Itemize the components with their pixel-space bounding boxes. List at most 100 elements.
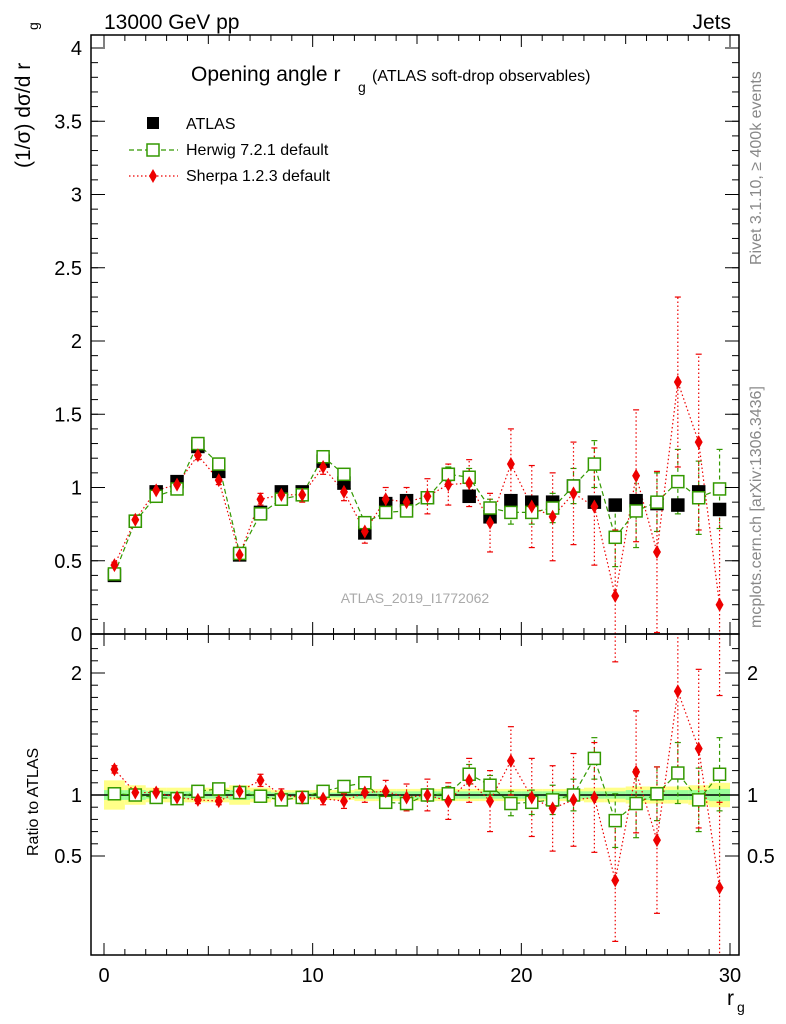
- sherpa-point: [715, 597, 724, 612]
- sherpa-point: [444, 477, 453, 492]
- herwig-point: [504, 505, 518, 520]
- legend-herwig-label: Herwig 7.2.1 default: [186, 142, 329, 159]
- herwig-point: [691, 491, 706, 505]
- sherpa-point: [444, 794, 453, 809]
- sherpa-point: [173, 477, 182, 492]
- y-tick-label: 3: [71, 185, 82, 207]
- legend-sherpa-label: Sherpa 1.2.3 default: [186, 168, 331, 185]
- sherpa-point: [256, 492, 265, 507]
- herwig-point: [378, 505, 393, 520]
- legend: ATLAS Herwig 7.2.1 default Sherpa 1.2.3 …: [129, 116, 331, 185]
- header-left: 13000 GeV pp: [104, 11, 239, 34]
- herwig-point: [337, 779, 351, 794]
- main-panel: 0 0.5 1 1.5 2 2.5 3 3.5 4 Opening angle r g (ATL…: [54, 34, 740, 697]
- sherpa-point: [694, 741, 703, 756]
- plot-title-suffix: (ATLAS soft-drop observables): [372, 68, 590, 85]
- herwig-point: [337, 467, 351, 482]
- x-tick-label: 0: [98, 965, 109, 987]
- y-tick-label: 1: [71, 785, 82, 807]
- sherpa-point: [381, 492, 390, 507]
- sherpa-point: [590, 790, 599, 805]
- sherpa-point: [235, 784, 244, 799]
- y-tick-label: 0.5: [54, 846, 82, 868]
- sherpa-point: [298, 790, 307, 805]
- herwig-point: [253, 789, 268, 803]
- y-tick-label: 1.5: [54, 404, 82, 426]
- sherpa-point: [423, 788, 432, 802]
- herwig-point: [587, 751, 602, 766]
- atlas-point: [712, 502, 727, 517]
- main-axes: 0 0.5 1 1.5 2 2.5 3 3.5 4: [54, 35, 739, 646]
- sherpa-point: [652, 544, 661, 559]
- herwig-point: [608, 813, 622, 828]
- herwig-point: [608, 530, 622, 545]
- sherpa-point: [131, 785, 140, 800]
- y-tick-label-right: 2: [747, 663, 758, 685]
- main-marks: [107, 296, 727, 697]
- herwig-point: [629, 796, 643, 811]
- ylabel-ratio: Ratio to ATLAS: [25, 748, 42, 856]
- plot-title: Opening angle r: [191, 63, 340, 86]
- sherpa-point: [214, 794, 223, 809]
- sherpa-point: [527, 790, 536, 805]
- herwig-point: [650, 787, 664, 801]
- sherpa-point: [131, 512, 140, 527]
- plot-title-sub: g: [358, 79, 366, 95]
- sherpa-point: [506, 753, 515, 768]
- sherpa-point: [277, 487, 286, 502]
- sherpa-point: [611, 873, 620, 888]
- sherpa-point: [611, 588, 620, 603]
- x-tick-label: 30: [719, 965, 741, 987]
- sherpa-point: [465, 773, 474, 788]
- ratio-panel: 0 10 20 30 0.5 0.5 1 1 2 2: [54, 633, 775, 987]
- sherpa-point: [277, 788, 286, 802]
- sherpa-point: [339, 794, 348, 809]
- sherpa-point: [569, 792, 578, 807]
- sherpa-point: [360, 524, 369, 539]
- herwig-point: [587, 457, 602, 471]
- herwig-point: [650, 495, 664, 509]
- x-tick-label: 20: [510, 965, 532, 987]
- sherpa-point: [694, 435, 703, 450]
- ratio-axes: 0 10 20 30 0.5 0.5 1 1 2 2: [54, 634, 775, 987]
- ylabel-main-text: (1/σ) dσ/d r: [12, 63, 35, 168]
- sherpa-point: [319, 791, 328, 806]
- ratio-marks: [91, 634, 739, 955]
- sherpa-point: [110, 762, 119, 777]
- sherpa-point: [193, 792, 202, 807]
- header-right: Jets: [692, 11, 731, 34]
- herwig-point: [671, 766, 685, 780]
- y-tick-label: 2.5: [54, 258, 82, 280]
- herwig-point: [253, 507, 268, 521]
- sherpa-point: [360, 785, 369, 800]
- sherpa-point: [673, 375, 682, 390]
- sherpa-point: [506, 457, 515, 472]
- sherpa-point: [548, 801, 557, 816]
- ylabel-main-sub: g: [25, 22, 41, 30]
- y-tick-label-right: 0.5: [747, 846, 775, 868]
- sherpa-point: [590, 499, 599, 514]
- sherpa-point: [193, 448, 202, 463]
- sherpa-point: [402, 790, 411, 805]
- sherpa-point: [632, 764, 641, 779]
- herwig-point: [483, 778, 497, 792]
- sherpa-point: [256, 773, 265, 788]
- legend-atlas-marker: [147, 117, 159, 129]
- y-tick-label: 2: [71, 663, 82, 685]
- atlas-point: [462, 489, 476, 504]
- herwig-point: [712, 482, 727, 496]
- mcplots-label: mcplots.cern.ch [arXiv:1306.3436]: [748, 386, 765, 628]
- sherpa-point: [673, 684, 682, 699]
- sherpa-point: [486, 515, 495, 530]
- sherpa-point: [381, 784, 390, 799]
- sherpa-point: [339, 484, 348, 499]
- herwig-point: [504, 796, 518, 811]
- sherpa-line: [113, 381, 721, 605]
- sherpa-point: [298, 487, 307, 502]
- y-tick-label-right: 1: [747, 785, 758, 807]
- herwig-point: [191, 436, 205, 451]
- herwig-point: [483, 501, 497, 515]
- sherpa-point: [423, 489, 432, 504]
- sherpa-point: [527, 499, 536, 514]
